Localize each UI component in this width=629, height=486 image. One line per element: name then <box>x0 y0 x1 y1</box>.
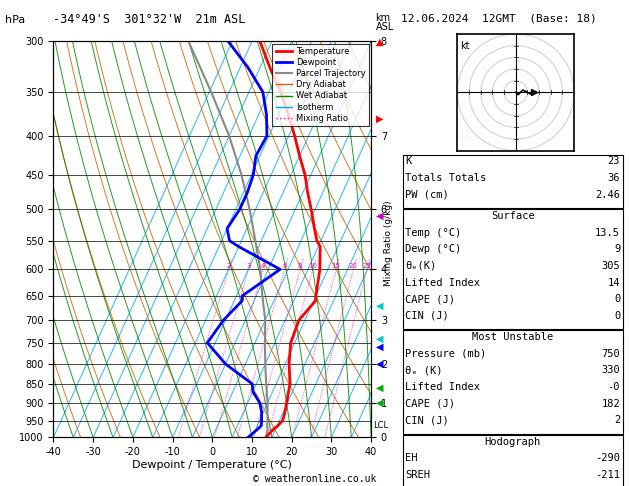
Text: 14: 14 <box>608 278 620 288</box>
Text: kt: kt <box>460 41 469 51</box>
Text: 2: 2 <box>614 415 620 425</box>
Text: -290: -290 <box>595 453 620 464</box>
Text: ◀: ◀ <box>376 301 383 311</box>
Text: 2: 2 <box>226 263 231 269</box>
Text: 305: 305 <box>601 261 620 271</box>
Text: 25: 25 <box>362 263 371 269</box>
Text: 12.06.2024  12GMT  (Base: 18): 12.06.2024 12GMT (Base: 18) <box>401 13 597 23</box>
Text: CIN (J): CIN (J) <box>405 415 449 425</box>
Text: ◀: ◀ <box>376 333 383 343</box>
Text: CAPE (J): CAPE (J) <box>405 294 455 304</box>
Text: EH: EH <box>405 453 418 464</box>
Text: ◀: ◀ <box>376 342 383 352</box>
Text: © weatheronline.co.uk: © weatheronline.co.uk <box>253 473 376 484</box>
Text: LCL: LCL <box>373 421 388 430</box>
Text: 3: 3 <box>246 263 250 269</box>
Text: 0: 0 <box>614 311 620 321</box>
Text: Dewp (°C): Dewp (°C) <box>405 244 461 255</box>
Text: Pressure (mb): Pressure (mb) <box>405 349 486 359</box>
Text: -211: -211 <box>595 470 620 480</box>
Text: CIN (J): CIN (J) <box>405 311 449 321</box>
Text: ◀: ◀ <box>376 211 383 221</box>
Text: ASL: ASL <box>376 22 394 32</box>
Text: θₑ (K): θₑ (K) <box>405 365 443 376</box>
Text: -34°49'S  301°32'W  21m ASL: -34°49'S 301°32'W 21m ASL <box>53 13 246 26</box>
Text: Mixing Ratio (g/kg): Mixing Ratio (g/kg) <box>384 200 392 286</box>
Text: ▲: ▲ <box>376 36 383 46</box>
Text: hPa: hPa <box>5 15 25 25</box>
Text: 20: 20 <box>348 263 358 269</box>
Text: 6: 6 <box>282 263 287 269</box>
Text: km: km <box>376 13 391 23</box>
Text: -0: -0 <box>608 382 620 392</box>
Text: 330: 330 <box>601 365 620 376</box>
Text: 182: 182 <box>601 399 620 409</box>
Text: 2.46: 2.46 <box>595 190 620 200</box>
Legend: Temperature, Dewpoint, Parcel Trajectory, Dry Adiabat, Wet Adiabat, Isotherm, Mi: Temperature, Dewpoint, Parcel Trajectory… <box>272 44 369 126</box>
Text: Hodograph: Hodograph <box>484 437 541 447</box>
Text: 23: 23 <box>608 156 620 167</box>
Text: 0: 0 <box>614 294 620 304</box>
Text: Totals Totals: Totals Totals <box>405 173 486 183</box>
Text: Lifted Index: Lifted Index <box>405 278 480 288</box>
Text: 13.5: 13.5 <box>595 228 620 238</box>
Text: 15: 15 <box>331 263 340 269</box>
Text: ◀: ◀ <box>376 359 383 369</box>
Text: PW (cm): PW (cm) <box>405 190 449 200</box>
Text: Surface: Surface <box>491 211 535 222</box>
Text: Lifted Index: Lifted Index <box>405 382 480 392</box>
Text: 9: 9 <box>614 244 620 255</box>
Text: ◀: ◀ <box>376 383 383 393</box>
Text: Most Unstable: Most Unstable <box>472 332 554 343</box>
Text: 8: 8 <box>298 263 303 269</box>
Text: 36: 36 <box>608 173 620 183</box>
Text: ⭕: ⭕ <box>461 129 468 139</box>
Text: ◀: ◀ <box>376 398 383 408</box>
Text: SREH: SREH <box>405 470 430 480</box>
Text: 4: 4 <box>261 263 265 269</box>
Text: θₑ(K): θₑ(K) <box>405 261 437 271</box>
Text: CAPE (J): CAPE (J) <box>405 399 455 409</box>
Text: 10: 10 <box>308 263 317 269</box>
X-axis label: Dewpoint / Temperature (°C): Dewpoint / Temperature (°C) <box>132 460 292 470</box>
Text: 750: 750 <box>601 349 620 359</box>
Text: Temp (°C): Temp (°C) <box>405 228 461 238</box>
Text: ▶: ▶ <box>376 114 383 124</box>
Text: K: K <box>405 156 411 167</box>
